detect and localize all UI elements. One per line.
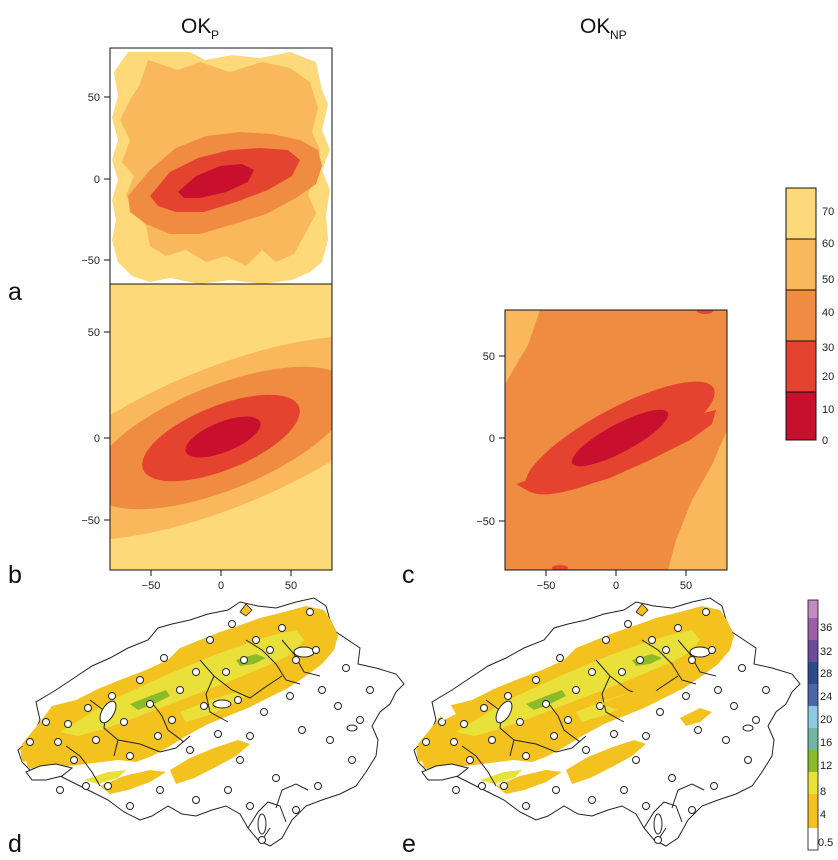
panel-c-xtick-0: 0 (613, 580, 619, 592)
legend-bottom-label-4: 4 (820, 809, 826, 821)
panel-a-contour-10 (178, 164, 254, 198)
legend-top-swatch-70 (786, 188, 816, 239)
panel-d-map (17, 597, 405, 847)
panel-e-map (413, 597, 801, 847)
panel-c-corner-tl (505, 310, 540, 385)
panel-b-ytick-50: 50 (88, 327, 100, 339)
col-right-main: OK (580, 15, 610, 38)
legend-bottom-swatch-12 (808, 728, 818, 750)
legend-bottom-swatch-0-5 (808, 794, 818, 828)
col-left-sub: P (211, 28, 219, 42)
legend-bottom-label-24: 24 (820, 691, 832, 703)
legend-bottom-label-28: 28 (820, 668, 832, 680)
panel-a-ytick-0: 0 (94, 174, 100, 186)
panel-a-y-axis: 50 0 −50 (81, 92, 110, 267)
legend-top-swatch-10 (786, 392, 816, 440)
panel-c-y-axis: 50 0 −50 (476, 351, 505, 528)
legend-top-frame (785, 187, 817, 441)
panel-label-e: e (402, 830, 416, 858)
panel-b-ytick-0: 0 (94, 433, 100, 445)
legend-top-label-70: 70 (822, 206, 834, 218)
legend-top-label-0: 0 (822, 435, 828, 447)
panel-b-x-axis: −50 0 50 (142, 570, 297, 592)
panel-c-xtick-50: 50 (680, 580, 692, 592)
legend-bottom-label-16: 16 (820, 737, 832, 749)
legend-bottom-frame (807, 599, 819, 851)
col-right-sub: NP (610, 28, 627, 42)
legend-bottom-swatch-32 (808, 618, 818, 640)
legend-bottom-swatch-24 (808, 662, 818, 684)
panel-e-extra-patch-1 (600, 688, 660, 710)
panel-c-xtick-neg50: −50 (537, 580, 556, 592)
panel-a-ytick-50: 50 (88, 92, 100, 104)
column-heading-right: OK NP (580, 15, 627, 42)
legend-bottom-label-12: 12 (820, 760, 832, 772)
panel-e-gap-1 (436, 704, 456, 720)
legend-top-label-50: 50 (822, 274, 834, 286)
legend-bottom-label-0-5: 0.5 (818, 837, 833, 849)
panel-c: 50 0 −50 −50 0 50 c (402, 309, 728, 592)
legend-bottom-label-8: 8 (820, 786, 826, 798)
panel-label-c: c (402, 561, 415, 589)
panel-c-x-axis: −50 0 50 (537, 570, 692, 592)
legend-bottom: 36 32 28 24 20 16 12 8 4 0.5 (807, 599, 833, 851)
legend-bottom-swatch-0 (808, 828, 818, 850)
panel-label-b: b (8, 561, 22, 589)
legend-top-label-60: 60 (822, 238, 834, 250)
panel-c-contour-10 (571, 409, 669, 467)
panel-c-ytick-neg50: −50 (476, 516, 495, 528)
legend-top-label-10: 10 (822, 404, 834, 416)
panel-label-a: a (8, 278, 22, 306)
panel-c-ytick-0: 0 (489, 433, 495, 445)
legend-bottom-swatch-20 (808, 684, 818, 706)
panel-b-xtick-0: 0 (218, 580, 224, 592)
legend-bottom-label-32: 32 (820, 646, 832, 658)
legend-bottom-swatch-28 (808, 640, 818, 662)
panel-b-xtick-50: 50 (285, 580, 297, 592)
panel-a-ytick-neg50: −50 (81, 255, 100, 267)
panel-b-ytick-neg50: −50 (81, 515, 100, 527)
panel-c-spot-bottom (552, 565, 568, 570)
legend-bottom-swatch-16 (808, 706, 818, 728)
col-left-main: OK (181, 15, 211, 38)
legend-bottom-label-20: 20 (820, 714, 832, 726)
legend-top-swatch-50 (786, 239, 816, 290)
panel-b-y-axis: 50 0 −50 (81, 327, 110, 527)
panel-c-spot-top (697, 310, 713, 314)
legend-top-swatch-30 (786, 290, 816, 341)
panel-c-ytick-50: 50 (483, 351, 495, 363)
legend-bottom-swatch-8 (808, 750, 818, 772)
legend-bottom-swatch-36plus (808, 600, 818, 618)
legend-top: 70 60 50 40 30 20 10 0 (785, 187, 834, 447)
panel-label-d: d (8, 830, 22, 858)
panel-e: e (402, 597, 801, 858)
panel-a: 50 0 −50 a (8, 47, 333, 306)
panel-b-contour-10 (185, 416, 261, 458)
panel-c-corner-br (668, 430, 727, 570)
panel-e-extra-patch-2 (680, 708, 712, 726)
legend-top-label-30: 30 (822, 342, 834, 354)
legend-top-label-40: 40 (822, 307, 834, 319)
panel-d: d (8, 597, 405, 858)
panel-b-xtick-neg50: −50 (142, 580, 161, 592)
legend-top-swatch-20 (786, 341, 816, 392)
legend-top-label-20: 20 (822, 371, 834, 383)
column-heading-left: OK P (181, 15, 219, 42)
legend-bottom-swatch-4 (808, 772, 818, 794)
panel-b: 50 0 −50 −50 0 50 b (8, 283, 333, 592)
legend-bottom-label-36: 36 (820, 622, 832, 634)
